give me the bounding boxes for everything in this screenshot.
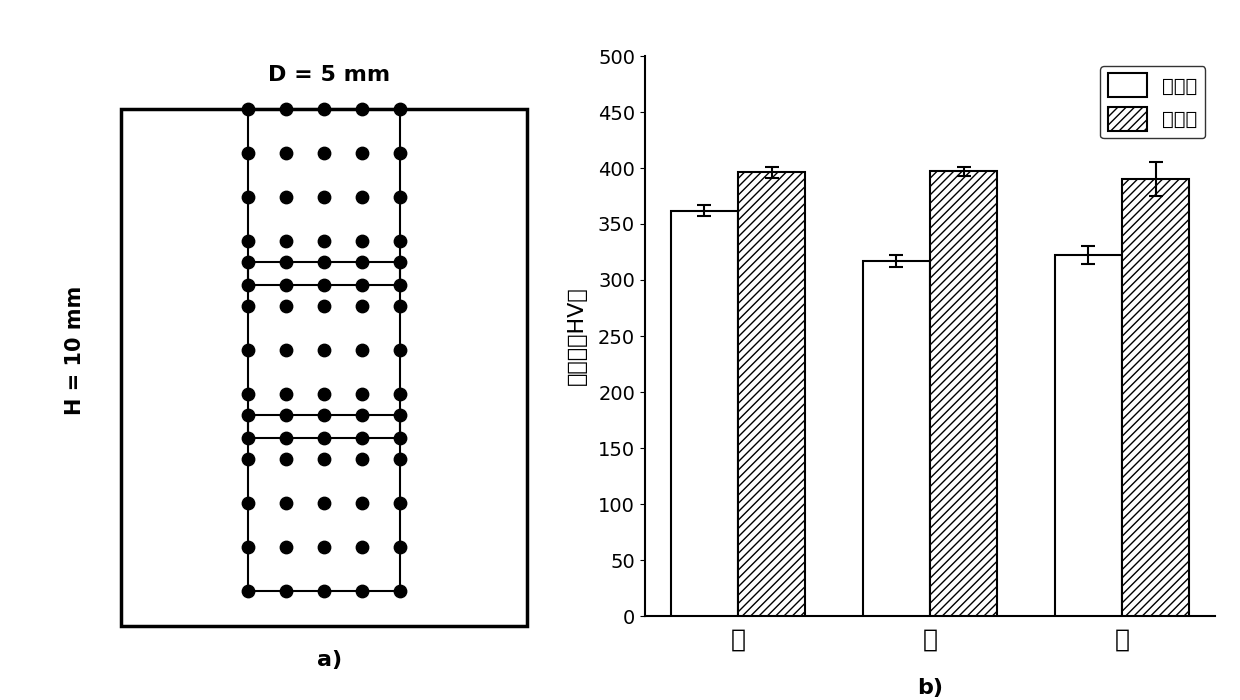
Point xyxy=(238,104,258,115)
Point xyxy=(314,389,334,400)
Point xyxy=(352,148,372,159)
Point xyxy=(277,256,296,267)
Point xyxy=(352,236,372,247)
Bar xyxy=(738,172,805,616)
Point xyxy=(238,256,258,267)
Point xyxy=(238,389,258,400)
Point xyxy=(238,280,258,291)
Text: D = 5 mm: D = 5 mm xyxy=(268,65,391,85)
Point xyxy=(314,585,334,596)
Point xyxy=(277,344,296,356)
Point xyxy=(391,236,410,247)
Point xyxy=(314,280,334,291)
Point xyxy=(314,453,334,464)
Point xyxy=(314,300,334,312)
Point xyxy=(238,409,258,420)
Point xyxy=(391,541,410,552)
Text: a): a) xyxy=(316,650,342,670)
Point xyxy=(391,585,410,596)
Legend: 处理前, 处理后: 处理前, 处理后 xyxy=(1100,66,1205,139)
Point xyxy=(352,104,372,115)
Point xyxy=(352,344,372,356)
Point xyxy=(277,585,296,596)
Point xyxy=(391,497,410,508)
Point xyxy=(238,585,258,596)
Point xyxy=(352,256,372,267)
Point xyxy=(352,453,372,464)
Point xyxy=(277,104,296,115)
Point xyxy=(391,389,410,400)
Bar xyxy=(120,109,527,626)
Point xyxy=(391,104,410,115)
Point xyxy=(238,148,258,159)
Point xyxy=(391,409,410,420)
Point xyxy=(314,497,334,508)
Point xyxy=(277,280,296,291)
Point xyxy=(238,236,258,247)
Point xyxy=(314,344,334,356)
Point xyxy=(277,433,296,444)
Point xyxy=(352,192,372,203)
Bar xyxy=(1122,179,1189,616)
Point xyxy=(352,585,372,596)
Point xyxy=(352,280,372,291)
Bar xyxy=(1055,256,1122,616)
Point xyxy=(238,344,258,356)
Point xyxy=(277,409,296,420)
Bar xyxy=(930,172,997,616)
Point xyxy=(277,192,296,203)
Point xyxy=(314,541,334,552)
Point xyxy=(277,541,296,552)
Point xyxy=(314,236,334,247)
Bar xyxy=(671,211,738,616)
Point xyxy=(391,280,410,291)
Point xyxy=(314,148,334,159)
Y-axis label: 硬度値（HV）: 硬度値（HV） xyxy=(567,286,587,386)
Point xyxy=(352,300,372,312)
Point xyxy=(391,256,410,267)
Text: b): b) xyxy=(918,678,942,698)
Point xyxy=(314,256,334,267)
Point xyxy=(352,389,372,400)
Point xyxy=(391,433,410,444)
Point xyxy=(314,104,334,115)
Point xyxy=(391,344,410,356)
Point xyxy=(238,192,258,203)
Point xyxy=(238,453,258,464)
Point xyxy=(277,497,296,508)
Point xyxy=(277,453,296,464)
Point xyxy=(238,541,258,552)
Point xyxy=(314,409,334,420)
Point xyxy=(391,192,410,203)
Point xyxy=(238,300,258,312)
Text: H = 10 mm: H = 10 mm xyxy=(64,286,86,414)
Point xyxy=(314,192,334,203)
Point xyxy=(352,433,372,444)
Point xyxy=(314,433,334,444)
Point xyxy=(391,300,410,312)
Point xyxy=(277,236,296,247)
Point xyxy=(277,389,296,400)
Point xyxy=(352,541,372,552)
Bar xyxy=(863,261,930,616)
Point xyxy=(352,497,372,508)
Point xyxy=(238,497,258,508)
Point xyxy=(391,453,410,464)
Point xyxy=(277,148,296,159)
Point xyxy=(352,409,372,420)
Point xyxy=(277,300,296,312)
Point xyxy=(391,148,410,159)
Point xyxy=(238,433,258,444)
